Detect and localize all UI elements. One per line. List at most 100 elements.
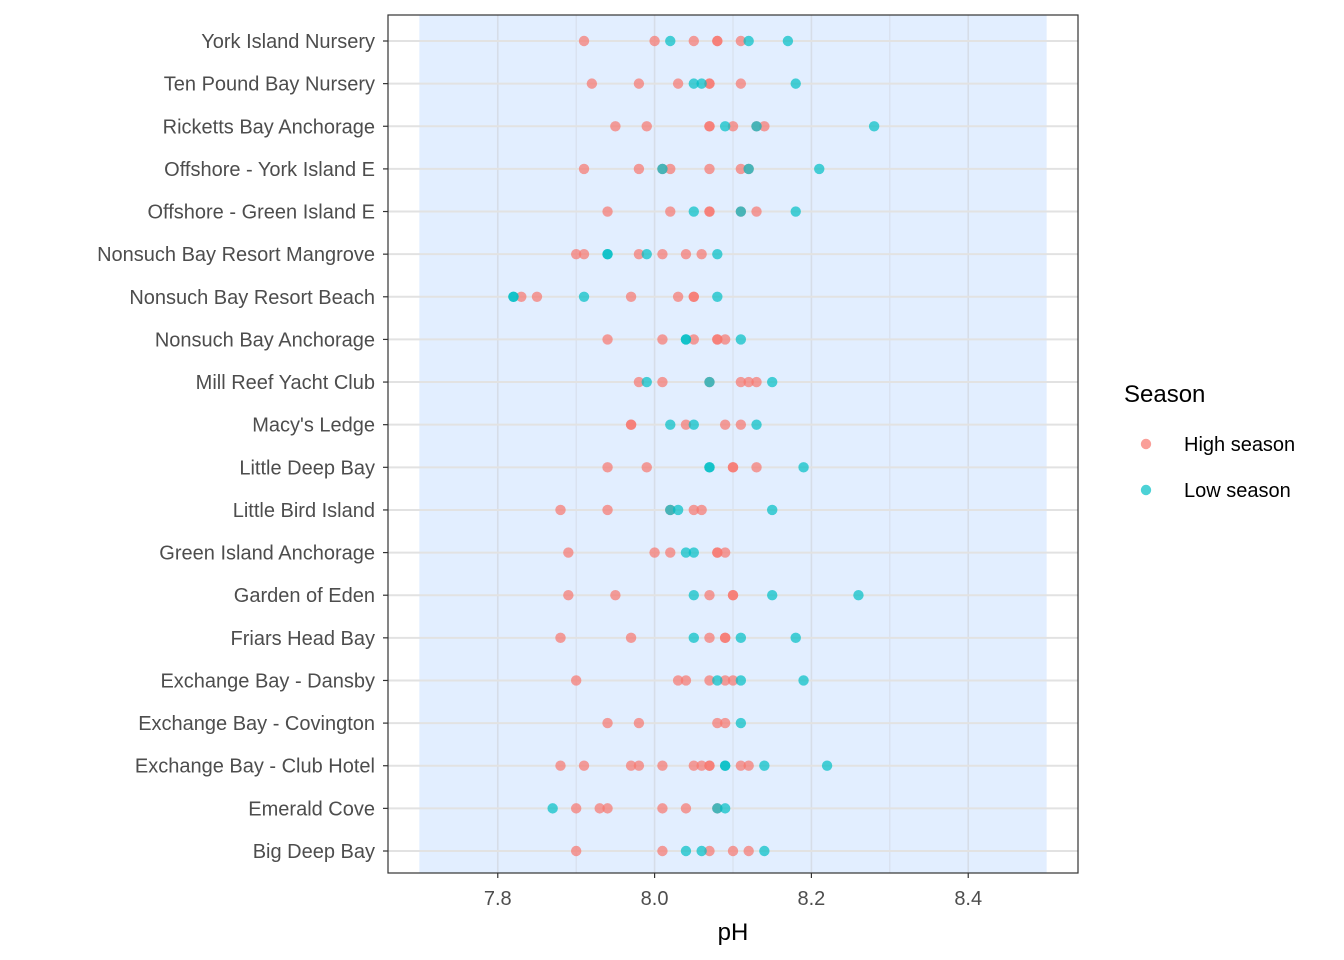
data-point <box>751 376 762 388</box>
data-point <box>712 547 723 558</box>
data-point <box>688 760 699 771</box>
data-point <box>586 78 598 89</box>
data-point <box>719 803 731 814</box>
data-point <box>633 78 645 89</box>
y-tick-label: Nonsuch Bay Anchorage <box>155 329 375 351</box>
data-point <box>751 419 762 430</box>
data-point <box>602 206 613 217</box>
data-point <box>743 760 754 771</box>
data-point <box>578 35 590 47</box>
data-point <box>712 291 723 302</box>
data-point <box>594 803 605 814</box>
data-point <box>688 504 699 516</box>
y-tick-label: Ten Pound Bay Nursery <box>164 74 375 96</box>
y-tick-label: Nonsuch Bay Resort Beach <box>129 287 375 309</box>
data-point <box>610 590 621 601</box>
data-point <box>657 760 668 771</box>
data-point <box>672 291 684 302</box>
data-point <box>712 35 723 47</box>
x-tick-label: 7.8 <box>484 888 512 910</box>
data-point <box>578 760 590 771</box>
data-point <box>704 78 715 89</box>
data-point <box>625 291 637 302</box>
data-point <box>688 590 699 601</box>
data-point <box>680 248 692 260</box>
y-tick-label: Exchange Bay - Dansby <box>160 670 375 692</box>
data-point <box>641 376 652 388</box>
data-point <box>743 163 754 175</box>
data-point <box>633 248 645 260</box>
data-point <box>735 717 747 729</box>
data-point <box>680 547 692 558</box>
data-point <box>641 462 652 473</box>
data-point <box>704 632 715 644</box>
data-point <box>602 462 613 473</box>
data-point <box>704 675 715 686</box>
y-tick-label: Big Deep Bay <box>253 841 375 863</box>
data-point <box>704 376 715 388</box>
data-point <box>570 803 582 814</box>
data-point <box>578 291 590 302</box>
legend: Season High season Low season <box>1124 381 1295 502</box>
data-point <box>688 35 699 47</box>
data-point <box>735 632 747 644</box>
data-points <box>508 35 880 857</box>
data-point <box>633 163 645 175</box>
y-tick-label: Exchange Bay - Covington <box>138 713 375 735</box>
data-point <box>712 675 723 686</box>
data-point <box>688 334 699 345</box>
legend-label: High season <box>1184 434 1295 456</box>
legend-label: Low season <box>1184 480 1291 502</box>
data-point <box>743 35 754 47</box>
data-point <box>602 504 613 516</box>
data-point <box>735 376 747 388</box>
data-point <box>719 547 731 558</box>
data-point <box>727 675 739 686</box>
data-point <box>688 419 699 430</box>
data-point <box>688 78 699 89</box>
y-tick-label: Offshore - Green Island E <box>147 202 375 224</box>
data-point <box>719 760 731 771</box>
data-point <box>751 206 762 217</box>
data-point <box>657 163 668 175</box>
data-point <box>735 206 747 217</box>
data-point <box>665 206 676 217</box>
x-tick-label: 8.2 <box>798 888 826 910</box>
data-point <box>759 760 770 771</box>
data-point <box>704 845 715 857</box>
data-point <box>727 590 739 601</box>
data-point <box>719 419 731 430</box>
data-point <box>649 547 660 558</box>
data-point <box>696 760 707 771</box>
data-point <box>680 334 692 345</box>
data-point <box>719 334 731 345</box>
data-point <box>633 760 645 771</box>
data-point <box>853 590 864 601</box>
x-axis: 7.8 8.0 8.2 8.4 <box>484 873 982 910</box>
data-point <box>696 504 707 516</box>
data-point <box>688 291 699 302</box>
legend-key <box>1140 438 1152 450</box>
data-point <box>712 334 723 345</box>
data-point <box>719 717 731 729</box>
data-point <box>719 121 731 132</box>
data-point <box>625 419 637 430</box>
data-point <box>759 845 770 857</box>
data-point <box>767 504 778 516</box>
data-point <box>743 376 754 388</box>
data-point <box>625 760 637 771</box>
data-point <box>602 717 613 729</box>
data-point <box>649 35 660 47</box>
data-point <box>657 334 668 345</box>
y-tick-label: Friars Head Bay <box>231 628 376 650</box>
data-point <box>704 121 715 132</box>
data-point <box>798 675 809 686</box>
data-point <box>570 248 582 260</box>
data-point <box>672 78 684 89</box>
data-point <box>555 504 566 516</box>
data-point <box>563 547 574 558</box>
panel-border <box>387 14 1079 874</box>
data-point <box>555 632 566 644</box>
y-tick-label: Green Island Anchorage <box>159 543 375 565</box>
